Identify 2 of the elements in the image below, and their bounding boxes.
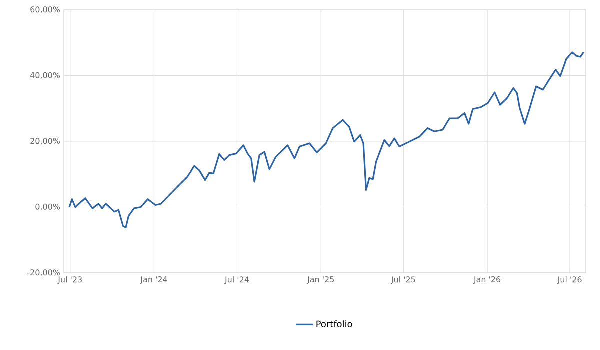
legend-label: Portfolio bbox=[316, 320, 352, 328]
line-series bbox=[68, 52, 585, 228]
